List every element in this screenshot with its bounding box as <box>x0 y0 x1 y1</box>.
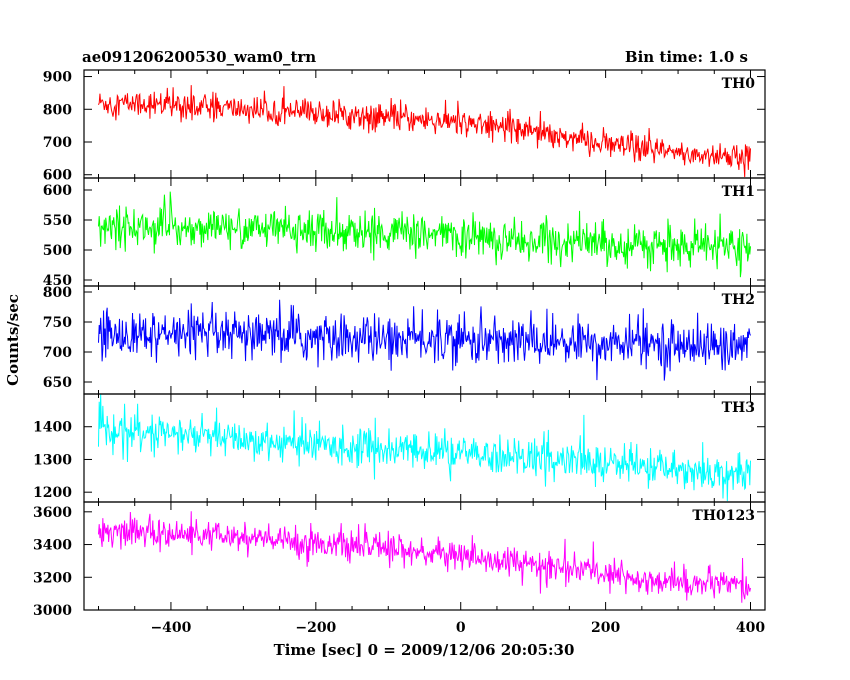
chart-subtitle: Bin time: 1.0 s <box>625 48 748 66</box>
panel-th0123: 3000 3200 3400 3600 TH0123 <box>33 501 766 619</box>
series-label-th2: TH2 <box>722 292 755 308</box>
y-tick-label: 650 <box>43 375 72 391</box>
series-label-th3: TH3 <box>722 400 755 416</box>
x-axis-label: Time [sec] 0 = 2009/12/06 20:05:30 <box>274 641 575 659</box>
y-axis-label: Counts/sec <box>4 294 22 386</box>
panel-th1: 450 500 550 600 TH1 <box>43 177 766 289</box>
y-tick-label: 550 <box>43 213 72 229</box>
panel-frame-th3 <box>83 393 766 503</box>
y-tick-label: 450 <box>43 273 72 289</box>
y-tick-label: 1300 <box>33 452 72 468</box>
y-tick-label: 3600 <box>33 505 72 521</box>
y-tick-label: 500 <box>43 243 72 259</box>
x-tick-label: −400 <box>150 620 191 636</box>
series-line-th1 <box>97 191 752 278</box>
x-tick-label: 200 <box>591 620 620 636</box>
y-tick-label: 600 <box>43 168 72 184</box>
y-tick-label: 1200 <box>33 485 72 501</box>
panel-th0: 600 700 800 900 TH0 <box>43 69 766 184</box>
y-tick-label: 800 <box>43 102 72 118</box>
series-label-th1: TH1 <box>722 184 755 200</box>
series-line-th0 <box>98 85 752 178</box>
y-tick-label: 1400 <box>33 420 72 436</box>
series-label-th0: TH0 <box>722 76 756 92</box>
series-line-th2 <box>97 299 751 381</box>
series-line-th0123 <box>97 511 752 603</box>
y-tick-label: 900 <box>43 70 72 86</box>
y-tick-label: 750 <box>43 315 72 331</box>
panel-th2: 650 700 750 800 TH2 <box>43 285 766 395</box>
chart-title: ae091206200530_wam0_trn <box>82 48 316 66</box>
x-tick-label: 400 <box>736 620 765 636</box>
panel-th3: 1200 1300 1400 TH3 <box>33 393 766 503</box>
x-tick-label: −200 <box>295 620 336 636</box>
series-label-th0123: TH0123 <box>692 508 755 524</box>
y-tick-label: 700 <box>43 345 72 361</box>
y-tick-label: 700 <box>43 135 72 151</box>
y-tick-label: 600 <box>43 183 72 199</box>
y-tick-label: 3000 <box>33 603 72 619</box>
y-tick-label: 3400 <box>33 538 72 554</box>
y-tick-label: 800 <box>43 285 72 301</box>
series-line-th3 <box>97 394 752 502</box>
y-tick-label: 3200 <box>33 570 72 586</box>
x-tick-label: 0 <box>456 620 466 636</box>
